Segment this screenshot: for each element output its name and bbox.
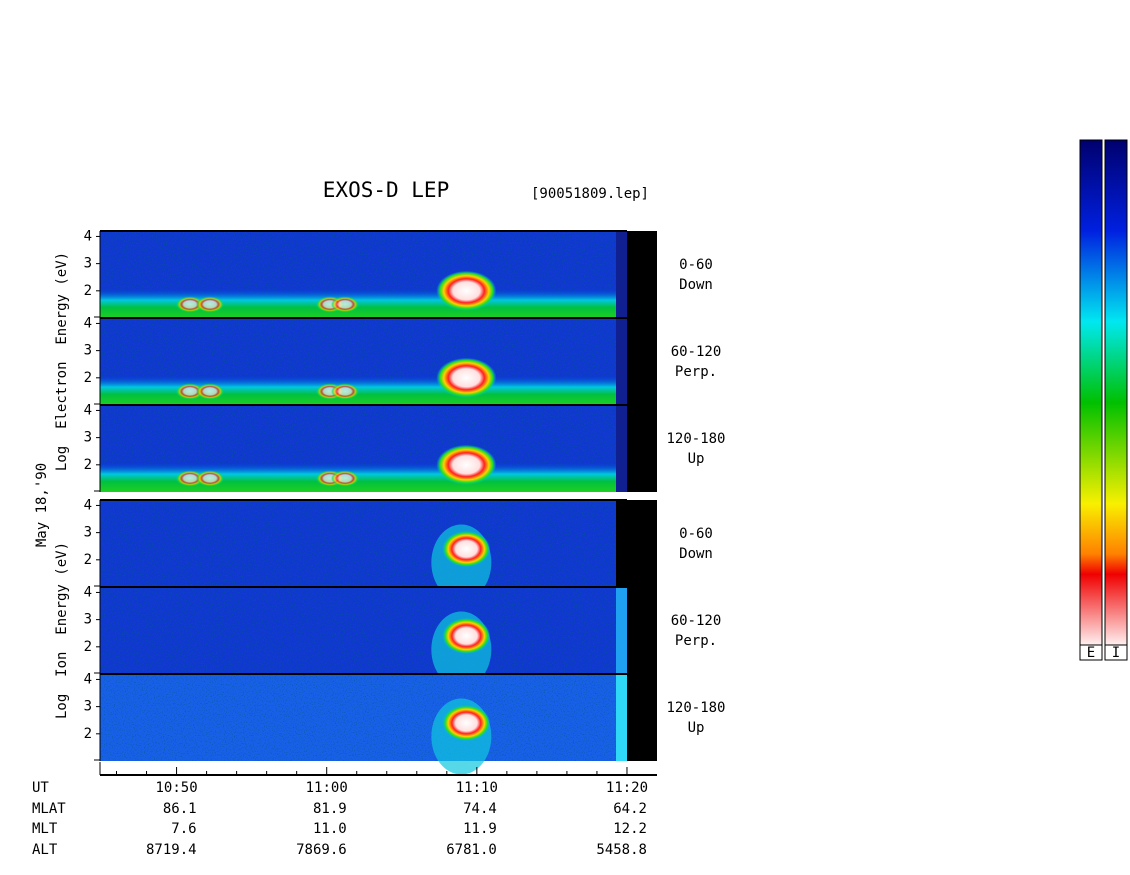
spectrogram-panel <box>100 673 657 775</box>
spectrogram-panel <box>100 499 657 601</box>
spectrogram-panel <box>100 404 657 492</box>
direction-label: Down <box>679 546 713 562</box>
orbit-row-label: MLT <box>32 821 58 837</box>
y-tick-label: 3 <box>84 343 92 359</box>
x-tick-label: 11:20 <box>606 780 648 796</box>
pitch-angle-label: 0-60 <box>679 257 713 273</box>
y-tick-label: 2 <box>84 639 92 655</box>
colorbar-e <box>1079 139 1103 646</box>
fill-strip <box>616 674 627 761</box>
direction-label: Down <box>679 277 713 293</box>
speckle <box>100 500 616 587</box>
spectrogram-panel <box>100 586 657 688</box>
pitch-angle-label: 0-60 <box>679 526 713 542</box>
direction-label: Up <box>688 451 705 467</box>
fill-strip <box>616 318 627 405</box>
y-tick-label: 4 <box>84 497 92 513</box>
orbit-value: 11.9 <box>463 821 497 837</box>
y-tick-label: 4 <box>84 402 92 418</box>
fill-strip <box>616 587 627 674</box>
x-tick-label: 11:10 <box>456 780 498 796</box>
y-tick-label: 3 <box>84 612 92 628</box>
hot-spot <box>331 296 359 313</box>
y-tick-label: 3 <box>84 525 92 541</box>
x-tick-label: 10:50 <box>155 780 197 796</box>
spectrogram-panel <box>100 230 657 318</box>
orbit-value: 81.9 <box>313 801 347 817</box>
orbit-value: 11.0 <box>313 821 347 837</box>
pitch-angle-label: 120-180 <box>666 700 725 716</box>
y-tick-label: 3 <box>84 256 92 272</box>
y-tick-label: 4 <box>84 315 92 331</box>
orbit-value: 74.4 <box>463 801 497 817</box>
spectrogram-panel <box>100 317 657 405</box>
hot-spot <box>176 470 204 487</box>
colorbar: E I <box>1079 139 1128 661</box>
orbit-value: 8719.4 <box>146 842 197 858</box>
y-tick-label: 4 <box>84 584 92 600</box>
orbit-value: 5458.8 <box>596 842 647 858</box>
hot-spot <box>436 270 497 311</box>
y-tick-label: 4 <box>84 671 92 687</box>
y-tick-label: 3 <box>84 699 92 715</box>
orbit-value: 86.1 <box>163 801 197 817</box>
colorbar-label-box <box>1104 644 1128 661</box>
y-tick-label: 2 <box>84 457 92 473</box>
orbit-value: 7869.6 <box>296 842 347 858</box>
fill-strip <box>616 405 627 492</box>
y-tick-label: 3 <box>84 430 92 446</box>
date-label: May 18,'90 <box>34 463 50 547</box>
orbit-row-label: UT <box>32 780 49 796</box>
direction-label: Perp. <box>675 364 717 380</box>
species-label: Log Ion Energy (eV) <box>54 542 70 719</box>
orbit-row-label: ALT <box>32 842 58 858</box>
hot-spot <box>176 296 204 313</box>
y-tick-label: 2 <box>84 370 92 386</box>
hot-spot <box>176 383 204 400</box>
colorbar-label: E <box>1087 645 1095 661</box>
pitch-angle-label: 60-120 <box>671 613 722 629</box>
hot-spot <box>196 470 224 487</box>
hot-spot <box>196 296 224 313</box>
orbit-value: 6781.0 <box>446 842 497 858</box>
direction-label: Up <box>688 720 705 736</box>
colorbar-label-box <box>1079 644 1103 661</box>
hot-spot <box>331 470 359 487</box>
orbit-value: 7.6 <box>171 821 196 837</box>
fill-strip <box>616 231 627 318</box>
file-name: [90051809.lep] <box>531 186 649 202</box>
hot-spot <box>442 617 491 654</box>
species-label: Log Electron Energy (eV) <box>54 252 70 471</box>
hot-spot <box>331 383 359 400</box>
y-tick-label: 2 <box>84 552 92 568</box>
speckle <box>100 674 616 761</box>
hot-spot <box>442 530 491 567</box>
hot-spot <box>196 383 224 400</box>
colorbar-i <box>1104 139 1128 646</box>
y-tick-label: 2 <box>84 283 92 299</box>
orbit-value: 64.2 <box>613 801 647 817</box>
colorbar-label: I <box>1112 645 1120 661</box>
pitch-angle-label: 60-120 <box>671 344 722 360</box>
direction-label: Perp. <box>675 633 717 649</box>
hot-spot <box>436 444 497 485</box>
pitch-angle-label: 120-180 <box>666 431 725 447</box>
x-tick-label: 11:00 <box>306 780 348 796</box>
hot-spot <box>436 357 497 398</box>
orbit-value: 12.2 <box>613 821 647 837</box>
y-tick-label: 2 <box>84 726 92 742</box>
orbit-row-label: MLAT <box>32 801 66 817</box>
hot-spot <box>442 704 491 741</box>
y-tick-label: 4 <box>84 228 92 244</box>
title: EXOS-D LEP <box>323 178 449 202</box>
speckle <box>100 587 616 674</box>
